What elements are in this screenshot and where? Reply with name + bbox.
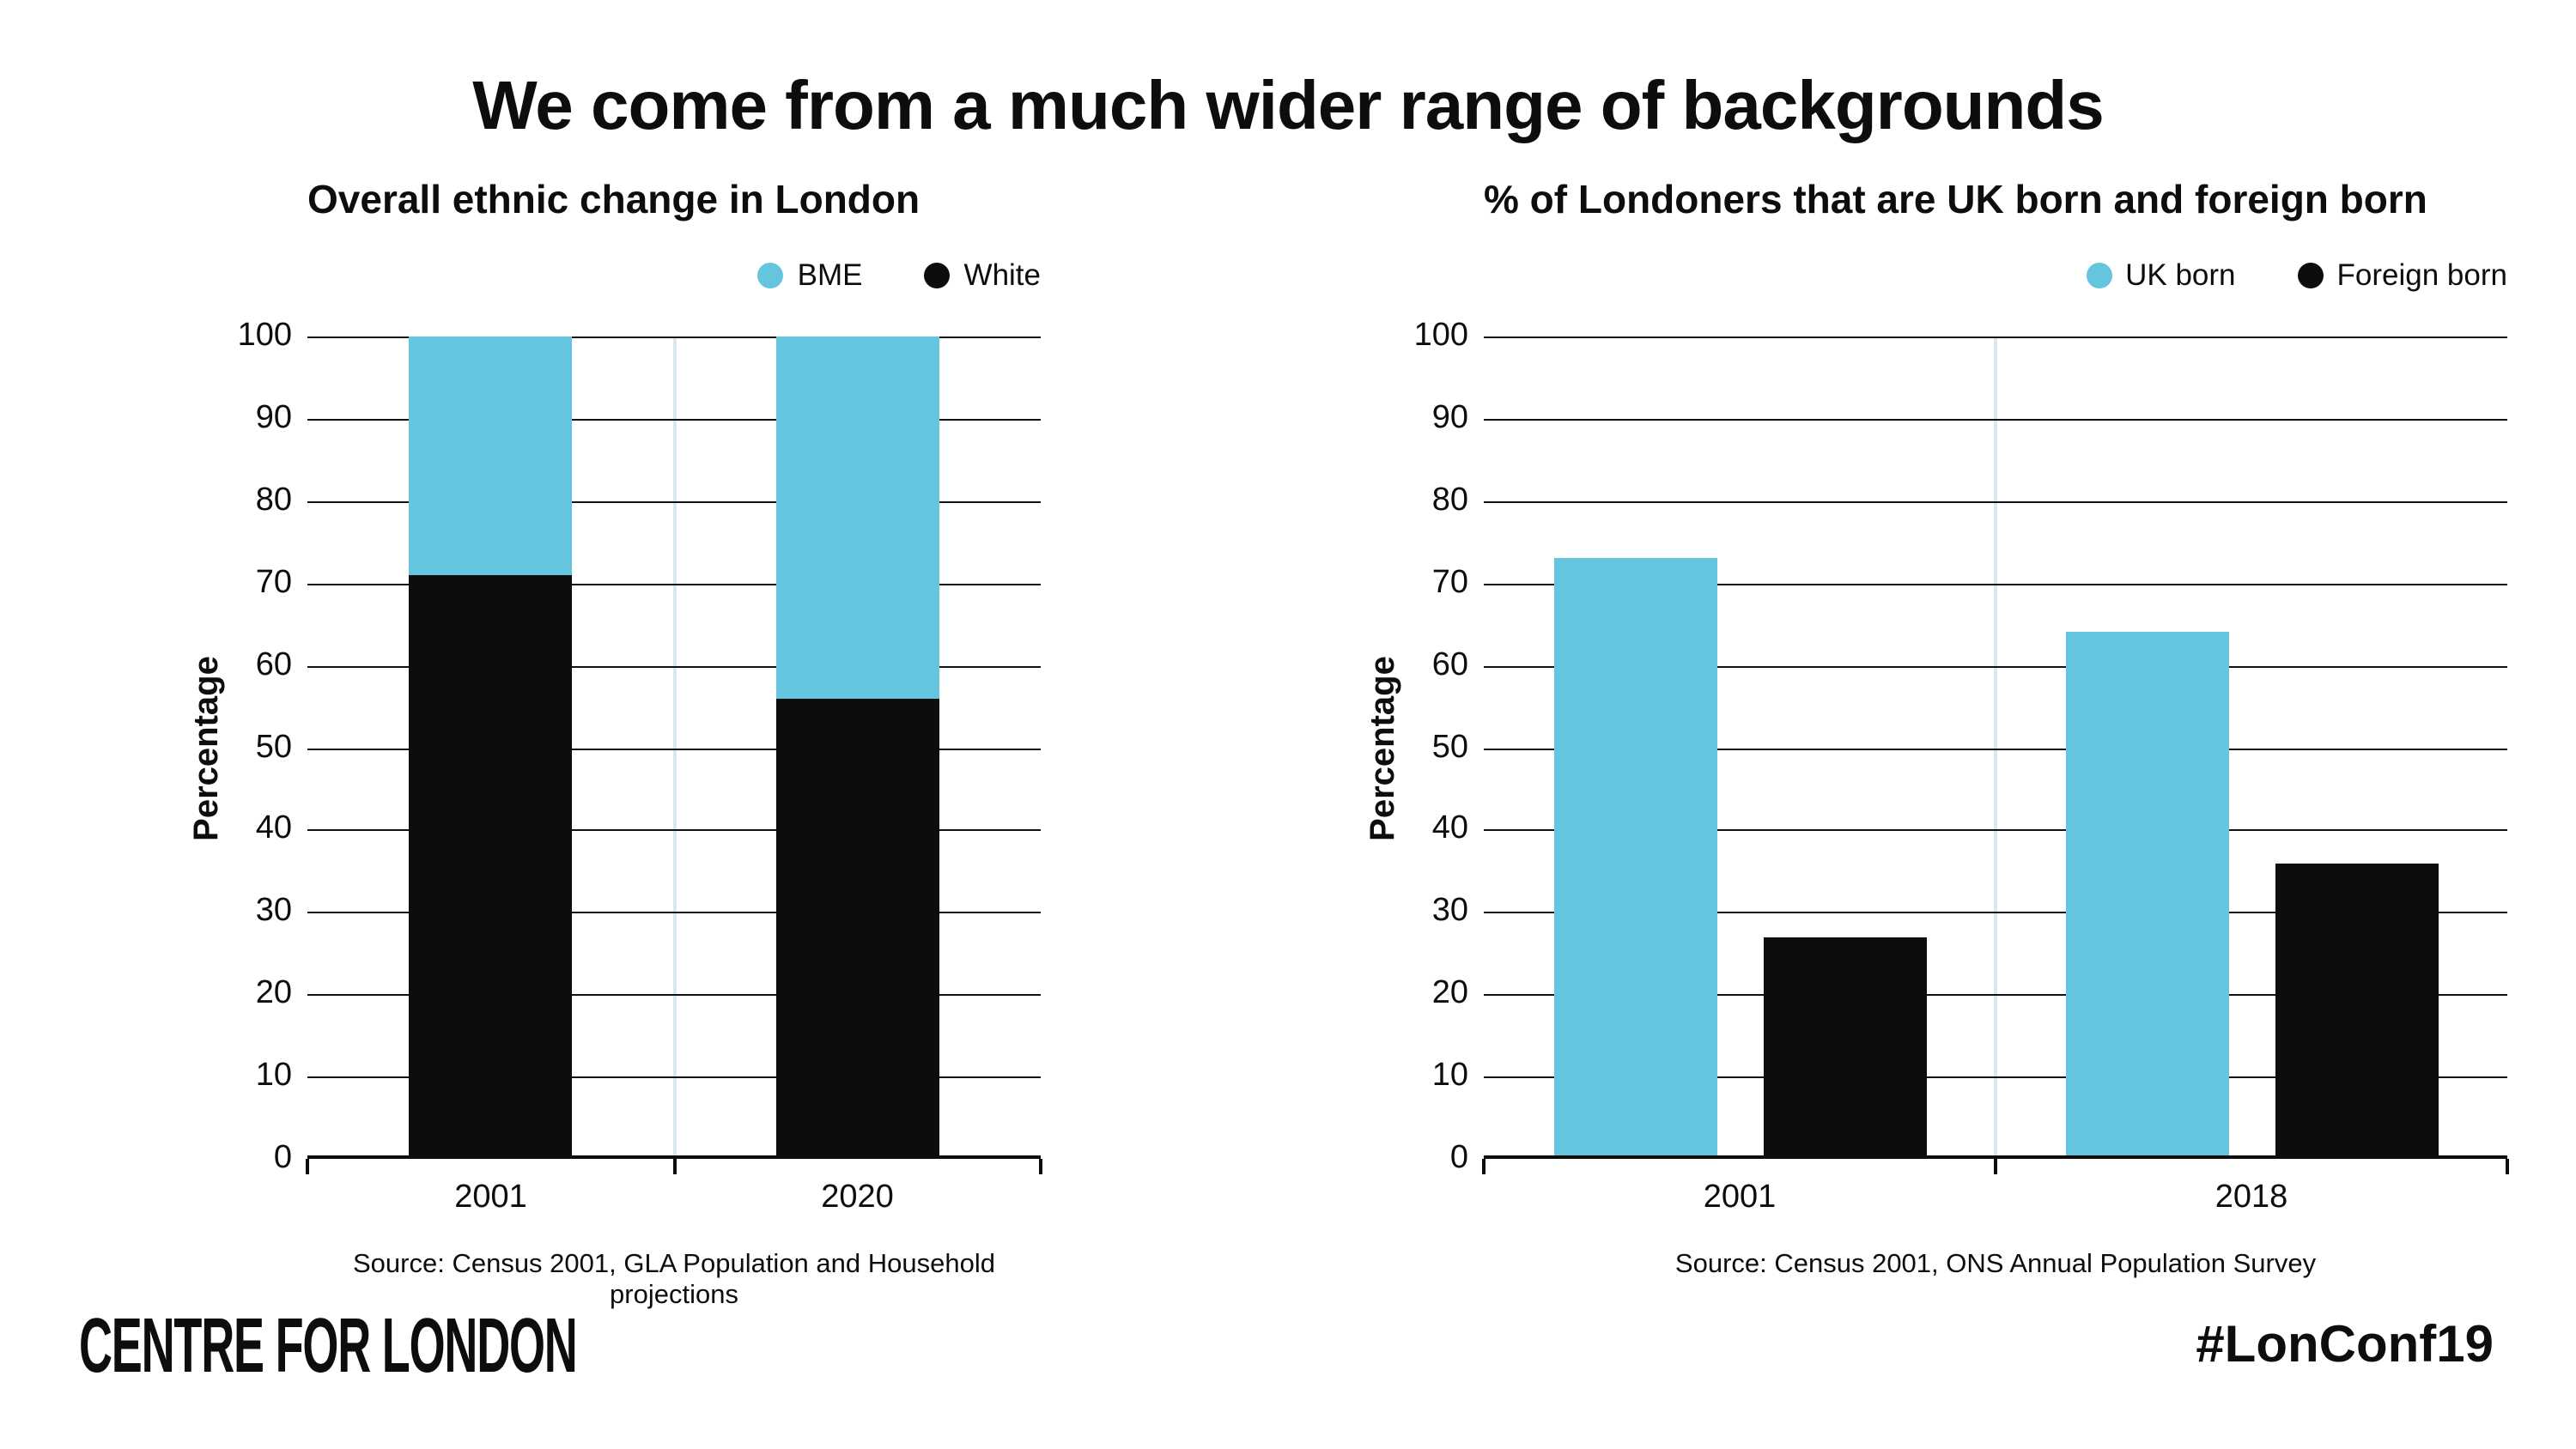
gridline-10 <box>1484 1076 2507 1078</box>
y-tick-label: 50 <box>255 729 292 765</box>
x-category-label: 2018 <box>2215 1179 2288 1216</box>
legend-swatch-white-icon <box>924 263 951 288</box>
y-tick-label: 30 <box>255 893 292 930</box>
y-tick-label: 70 <box>1431 564 1468 601</box>
legend-swatch-foreign-born-icon <box>2297 263 2324 288</box>
bar-bme <box>409 336 573 575</box>
legend-swatch-uk-born-icon <box>2086 263 2112 288</box>
chart-title-uk-foreign-born: % of Londoners that are UK born and fore… <box>1484 177 2427 221</box>
gridline-90 <box>1484 419 2507 421</box>
x-category-label: 2001 <box>454 1179 527 1216</box>
legend-item-uk-born: UK born <box>2086 258 2236 294</box>
source-note-ethnic-change: Source: Census 2001, GLA Population and … <box>353 1250 995 1310</box>
gridline-20 <box>1484 994 2507 996</box>
y-tick-label: 100 <box>1413 318 1468 354</box>
bar-white <box>775 698 939 1159</box>
y-tick-label: 10 <box>1431 1058 1468 1094</box>
main-title: We come from a much wider range of backg… <box>472 69 2105 144</box>
gridline-40 <box>307 829 1041 831</box>
gridline-80 <box>1484 501 2507 503</box>
bar-foreign-born <box>1763 937 1926 1159</box>
y-tick-label: 30 <box>1431 893 1468 930</box>
gridline-80 <box>307 501 1041 503</box>
x-axis-tick <box>1482 1159 1485 1174</box>
legend-label-uk-born: UK born <box>2125 258 2236 292</box>
source-note-uk-foreign-born: Source: Census 2001, ONS Annual Populati… <box>1674 1250 2317 1279</box>
legend-item-foreign-born: Foreign born <box>2297 258 2507 294</box>
legend-item-bme: BME <box>757 258 863 294</box>
y-tick-label: 20 <box>1431 975 1468 1012</box>
y-tick-label: 0 <box>273 1140 292 1176</box>
bar-foreign-born <box>2275 863 2438 1159</box>
y-axis-label: Percentage <box>188 655 226 840</box>
y-tick-label: 0 <box>1449 1140 1468 1176</box>
legend-label-foreign-born: Foreign born <box>2336 258 2507 292</box>
legend-swatch-bme-icon <box>757 263 784 288</box>
centre-for-london-logo: CENTRE FOR LONDON <box>79 1301 578 1389</box>
y-tick-label: 60 <box>1431 646 1468 683</box>
y-tick-label: 90 <box>255 399 292 436</box>
chart-uk-foreign-born: % of Londoners that are UK born and fore… <box>1364 177 2509 1279</box>
bar-uk-born <box>1553 558 1716 1159</box>
x-category-label: 2001 <box>1703 1179 1777 1216</box>
x-axis-tick <box>2506 1159 2509 1174</box>
gridline-20 <box>307 994 1041 996</box>
x-axis-tick <box>1994 1159 1997 1174</box>
y-tick-label: 50 <box>1431 729 1468 765</box>
x-axis-tick <box>306 1159 309 1174</box>
y-tick-label: 40 <box>1431 810 1468 847</box>
legend-uk-foreign-born: UK born Foreign born <box>2086 258 2507 294</box>
legend-label-bme: BME <box>797 258 863 292</box>
gridline-50 <box>1484 749 2507 750</box>
legend-label-white: White <box>963 258 1041 292</box>
gridline-70 <box>307 584 1041 585</box>
y-tick-label: 10 <box>255 1058 292 1094</box>
gridline-100 <box>307 336 1041 338</box>
x-axis-line <box>1484 1155 2507 1159</box>
gridline-40 <box>1484 829 2507 831</box>
bar-uk-born <box>2065 632 2228 1159</box>
gridline-50 <box>307 749 1041 750</box>
plot-area-ethnic-change: 0 10 20 30 40 50 60 70 80 90 100 2001 2020 <box>238 318 1042 1216</box>
y-axis-label: Percentage <box>1364 655 1402 840</box>
x-axis-tick <box>1039 1159 1042 1174</box>
bar-white <box>409 574 573 1159</box>
plot-area-uk-foreign-born: 0 10 20 30 40 50 60 70 80 90 100 2001 2018 <box>1414 318 2509 1216</box>
category-divider-gridline <box>672 336 676 1159</box>
gridline-30 <box>307 912 1041 913</box>
conference-hashtag: #LonConf19 <box>2196 1317 2494 1373</box>
y-tick-label: 70 <box>255 564 292 601</box>
x-axis-tick <box>672 1159 676 1174</box>
legend-ethnic-change: BME White <box>757 258 1041 294</box>
gridline-10 <box>307 1076 1041 1078</box>
y-tick-label: 60 <box>255 646 292 683</box>
x-category-label: 2020 <box>821 1179 894 1216</box>
gridline-60 <box>1484 666 2507 668</box>
y-tick-label: 20 <box>255 975 292 1012</box>
y-tick-label: 80 <box>1431 482 1468 518</box>
gridline-60 <box>307 666 1041 668</box>
y-tick-label: 80 <box>255 482 292 518</box>
y-tick-label: 90 <box>1431 399 1468 436</box>
category-divider-gridline <box>1994 336 1997 1159</box>
legend-item-white: White <box>924 258 1041 294</box>
gridline-70 <box>1484 584 2507 585</box>
y-tick-label: 40 <box>255 810 292 847</box>
x-axis-line <box>307 1155 1041 1159</box>
gridline-30 <box>1484 912 2507 913</box>
y-tick-label: 100 <box>237 318 292 354</box>
chart-ethnic-change: Overall ethnic change in London BME Whit… <box>188 177 1042 1310</box>
gridline-90 <box>307 419 1041 421</box>
bar-bme <box>775 336 939 699</box>
gridline-100 <box>1484 336 2507 338</box>
chart-title-ethnic-change: Overall ethnic change in London <box>307 177 920 221</box>
